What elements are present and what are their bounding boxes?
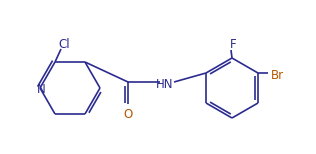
Text: O: O xyxy=(123,108,133,121)
Text: Cl: Cl xyxy=(58,38,70,51)
Text: F: F xyxy=(230,38,236,51)
Text: HN: HN xyxy=(156,78,174,91)
Text: Br: Br xyxy=(270,69,283,82)
Text: N: N xyxy=(37,83,46,96)
